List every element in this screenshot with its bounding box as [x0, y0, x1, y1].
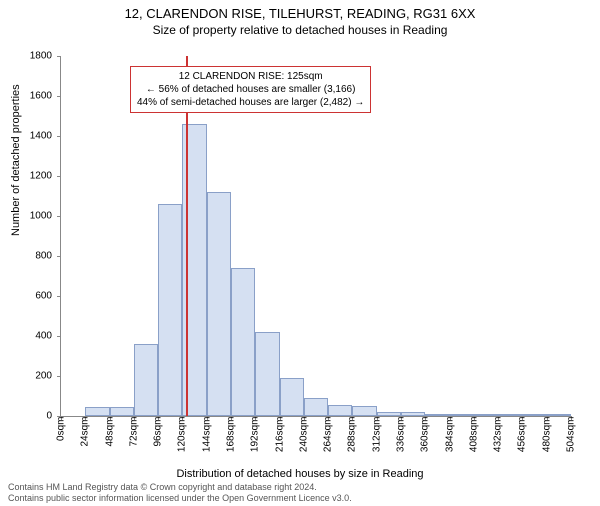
- x-tick-label: 72sqm: [128, 417, 139, 447]
- histogram-bar: [304, 398, 328, 416]
- x-tick-label: 96sqm: [153, 417, 164, 447]
- x-tick-label: 504sqm: [566, 417, 577, 453]
- histogram-bar: [401, 412, 425, 416]
- x-tick-label: 384sqm: [444, 417, 455, 453]
- x-tick-label: 312sqm: [371, 417, 382, 453]
- histogram-bar: [498, 414, 522, 416]
- histogram-bar: [474, 414, 498, 416]
- annotation-line-1: 12 CLARENDON RISE: 125sqm: [137, 70, 364, 83]
- histogram-bar: [547, 414, 571, 416]
- x-tick-label: 120sqm: [177, 417, 188, 453]
- y-tick-label: 1800: [0, 51, 52, 62]
- footer-text: Contains HM Land Registry data © Crown c…: [8, 482, 352, 504]
- histogram-bar: [255, 332, 279, 416]
- y-tick-mark: [57, 96, 61, 97]
- annotation-line-2: ← 56% of detached houses are smaller (3,…: [137, 83, 364, 96]
- y-tick-label: 1000: [0, 211, 52, 222]
- histogram-bar: [450, 414, 474, 416]
- histogram-bar: [522, 414, 546, 416]
- histogram-bar: [328, 405, 352, 416]
- x-tick-label: 456sqm: [517, 417, 528, 453]
- histogram-bar: [425, 414, 449, 416]
- histogram-bar: [134, 344, 158, 416]
- histogram-bar: [231, 268, 255, 416]
- y-tick-label: 1600: [0, 91, 52, 102]
- x-axis-label: Distribution of detached houses by size …: [0, 468, 600, 480]
- y-tick-mark: [57, 176, 61, 177]
- y-tick-label: 200: [0, 371, 52, 382]
- y-tick-mark: [57, 376, 61, 377]
- y-tick-label: 1200: [0, 171, 52, 182]
- histogram-bar: [280, 378, 304, 416]
- histogram-bar: [110, 407, 134, 416]
- histogram-bar: [85, 407, 109, 416]
- x-tick-label: 264sqm: [323, 417, 334, 453]
- x-tick-label: 216sqm: [274, 417, 285, 453]
- x-tick-label: 192sqm: [250, 417, 261, 453]
- x-tick-label: 408sqm: [468, 417, 479, 453]
- x-tick-label: 240sqm: [298, 417, 309, 453]
- page-title: 12, CLARENDON RISE, TILEHURST, READING, …: [0, 6, 600, 21]
- x-tick-label: 0sqm: [56, 417, 67, 441]
- footer-line-2: Contains public sector information licen…: [8, 493, 352, 504]
- x-tick-label: 168sqm: [226, 417, 237, 453]
- y-tick-mark: [57, 296, 61, 297]
- annotation-box: 12 CLARENDON RISE: 125sqm ← 56% of detac…: [130, 66, 371, 113]
- x-tick-label: 336sqm: [396, 417, 407, 453]
- histogram-bar: [207, 192, 231, 416]
- annotation-line-3: 44% of semi-detached houses are larger (…: [137, 96, 364, 109]
- y-tick-label: 0: [0, 411, 52, 422]
- x-tick-label: 360sqm: [420, 417, 431, 453]
- x-tick-label: 24sqm: [80, 417, 91, 447]
- footer-line-1: Contains HM Land Registry data © Crown c…: [8, 482, 352, 493]
- page-subtitle: Size of property relative to detached ho…: [0, 23, 600, 37]
- y-tick-label: 1400: [0, 131, 52, 142]
- x-tick-label: 432sqm: [493, 417, 504, 453]
- y-tick-label: 800: [0, 251, 52, 262]
- y-tick-label: 400: [0, 331, 52, 342]
- y-tick-mark: [57, 216, 61, 217]
- x-tick-label: 48sqm: [104, 417, 115, 447]
- y-tick-mark: [57, 336, 61, 337]
- y-tick-mark: [57, 256, 61, 257]
- y-tick-mark: [57, 136, 61, 137]
- x-tick-label: 144sqm: [201, 417, 212, 453]
- histogram-bar: [377, 412, 401, 416]
- y-tick-label: 600: [0, 291, 52, 302]
- y-tick-mark: [57, 56, 61, 57]
- x-tick-label: 480sqm: [541, 417, 552, 453]
- histogram-bar: [352, 406, 376, 416]
- x-tick-label: 288sqm: [347, 417, 358, 453]
- histogram-bar: [158, 204, 182, 416]
